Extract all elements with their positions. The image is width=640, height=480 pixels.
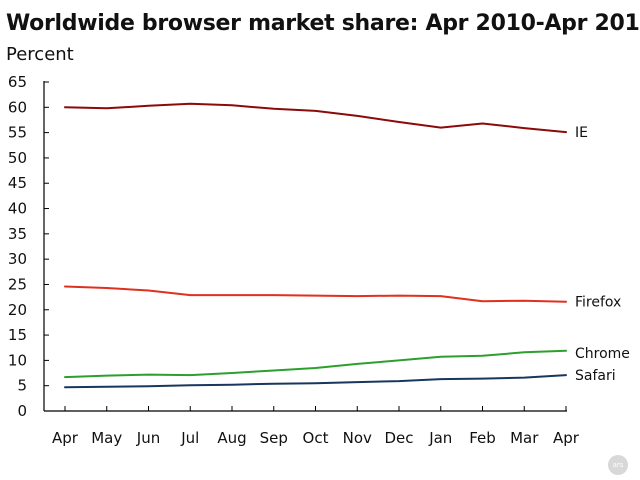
y-tick-label: 60 [8, 98, 27, 116]
series-lines [64, 102, 567, 389]
series-label-chrome: Chrome [575, 346, 630, 362]
series-labels: IE Firefox Chrome Safari [575, 125, 630, 384]
x-tick-label: Mar [510, 429, 539, 447]
y-tick-label: 5 [17, 377, 27, 395]
y-tick-label: 35 [8, 225, 27, 243]
tick-labels: 0 5 10 15 20 25 30 35 40 45 50 55 60 65 Apr May Jun Jul Au… [8, 73, 580, 447]
y-tick-label: 15 [8, 326, 27, 344]
y-tick-label: 30 [8, 250, 27, 268]
series-label-safari: Safari [575, 368, 616, 384]
y-tick-label: 45 [8, 174, 27, 192]
ars-logo-badge: ars [608, 455, 628, 475]
y-tick-label: 25 [8, 275, 27, 293]
y-tick-label: 65 [8, 73, 27, 91]
x-tick-label: Jul [180, 429, 199, 447]
x-tick-label: Sep [260, 429, 288, 447]
x-tick-label: Nov [343, 429, 372, 447]
series-line-ie [64, 102, 567, 134]
series-label-ie: IE [575, 125, 588, 141]
y-tick-label: 40 [8, 200, 27, 218]
y-tick-label: 10 [8, 351, 27, 369]
y-tick-label: 55 [8, 124, 27, 142]
x-tick-label: Jun [136, 429, 160, 447]
series-line-safari [64, 374, 567, 389]
x-tick-label: Aug [217, 429, 246, 447]
x-tick-label: Feb [469, 429, 496, 447]
series-line-firefox [64, 285, 567, 303]
y-axis-label: Percent [6, 44, 74, 65]
chart-title: Worldwide browser market share: Apr 2010… [6, 11, 640, 36]
series-label-firefox: Firefox [575, 295, 621, 311]
x-tick-label: May [91, 429, 122, 447]
series-line-chrome [64, 349, 567, 379]
x-tick-label: Apr [553, 429, 580, 447]
x-tick-label: Dec [384, 429, 413, 447]
x-tick-label: Jan [428, 429, 452, 447]
y-tick-label: 20 [8, 301, 27, 319]
axes [43, 81, 567, 412]
y-tick-label: 0 [17, 402, 27, 420]
x-tick-label: Oct [303, 429, 329, 447]
y-tick-label: 50 [8, 149, 27, 167]
x-tick-label: Apr [52, 429, 79, 447]
